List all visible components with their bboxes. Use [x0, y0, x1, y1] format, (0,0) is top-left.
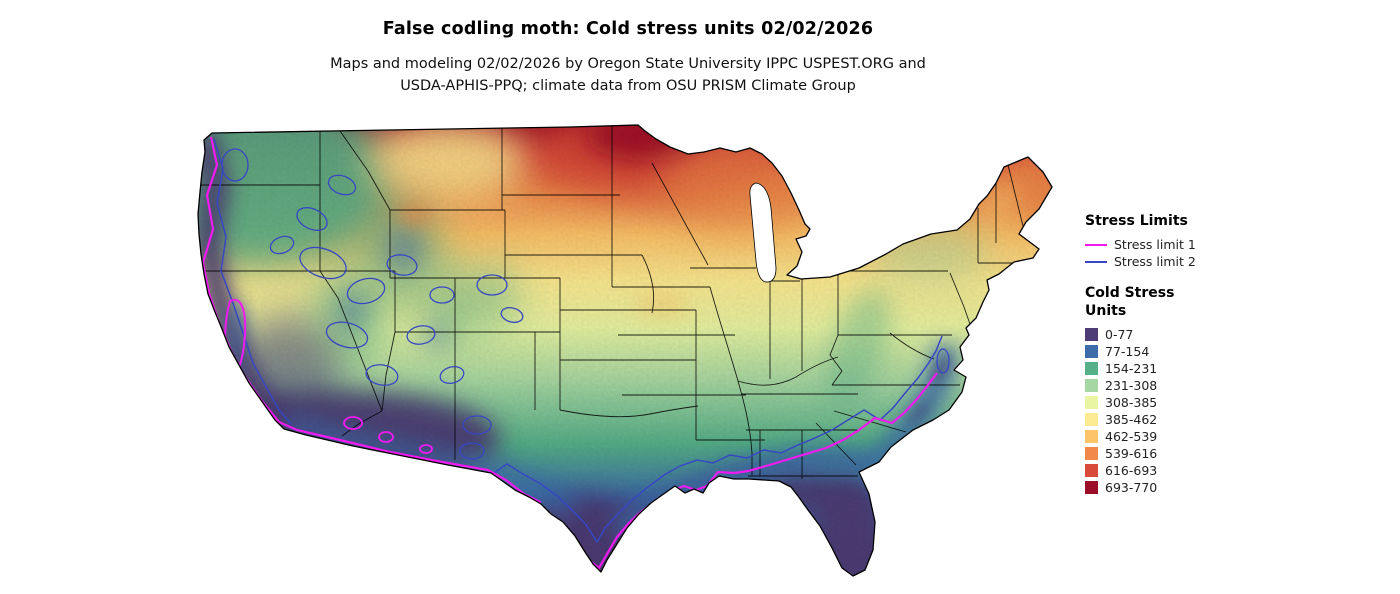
legend-swatch-label: 0-77 [1105, 327, 1134, 342]
legend-swatch [1085, 481, 1098, 494]
legend-swatch [1085, 464, 1098, 477]
legend-swatch-row: 77-154 [1085, 343, 1260, 360]
legend-swatch-row: 539-616 [1085, 445, 1260, 462]
legend-swatch-row: 308-385 [1085, 394, 1260, 411]
legend-swatch-label: 693-770 [1105, 480, 1158, 495]
stress-limit-2-row: Stress limit 2 [1085, 253, 1260, 270]
page-title: False codling moth: Cold stress units 02… [382, 19, 874, 39]
stress-limit-2-contour [213, 138, 950, 544]
legend-swatch [1085, 413, 1098, 426]
stress-limit-2-label: Stress limit 2 [1114, 254, 1196, 269]
legend-swatch-row: 231-308 [1085, 377, 1260, 394]
cold-stress-heading-line-1: Cold Stress [1085, 285, 1175, 301]
legend-swatch-label: 231-308 [1105, 378, 1158, 393]
legend-swatch-row: 616-693 [1085, 462, 1260, 479]
legend-swatch [1085, 379, 1098, 392]
legend-swatch-label: 462-539 [1105, 429, 1158, 444]
legend-swatch-label: 539-616 [1105, 446, 1158, 461]
legend-swatch-row: 0-77 [1085, 326, 1260, 343]
legend-swatch-label: 385-462 [1105, 412, 1158, 427]
cold-stress-heading-line-2: Units [1085, 303, 1127, 319]
lake-michigan [749, 182, 777, 283]
legend-swatch [1085, 447, 1098, 460]
legend-swatch-label: 77-154 [1105, 344, 1150, 359]
legend-swatch-label: 616-693 [1105, 463, 1158, 478]
legend-swatch-row: 154-231 [1085, 360, 1260, 377]
legend-panel: Stress Limits Stress limit 1 Stress limi… [1085, 212, 1260, 496]
stress-limits-heading: Stress Limits [1085, 213, 1188, 229]
legend-swatch-row: 385-462 [1085, 411, 1260, 428]
legend-swatch [1085, 396, 1098, 409]
legend-swatch-row: 693-770 [1085, 479, 1260, 496]
stress-limit-1-label: Stress limit 1 [1114, 237, 1196, 252]
subtitle-line-2: USDA-APHIS-PPQ; climate data from OSU PR… [400, 78, 856, 94]
stress-limit-2-line [1085, 260, 1107, 263]
map-svg [197, 124, 1053, 577]
legend-swatch [1085, 430, 1098, 443]
legend-swatch-label: 154-231 [1105, 361, 1158, 376]
stress-limit-1-row: Stress limit 1 [1085, 236, 1260, 253]
legend-swatch-label: 308-385 [1105, 395, 1158, 410]
stress-limit-1-line [1085, 243, 1107, 246]
legend-swatch [1085, 345, 1098, 358]
legend-swatch [1085, 362, 1098, 375]
legend-swatch [1085, 328, 1098, 341]
raster-texture [198, 125, 1052, 576]
legend-swatch-row: 462-539 [1085, 428, 1260, 445]
us-map [190, 123, 1060, 588]
subtitle-line-1: Maps and modeling 02/02/2026 by Oregon S… [330, 56, 926, 72]
